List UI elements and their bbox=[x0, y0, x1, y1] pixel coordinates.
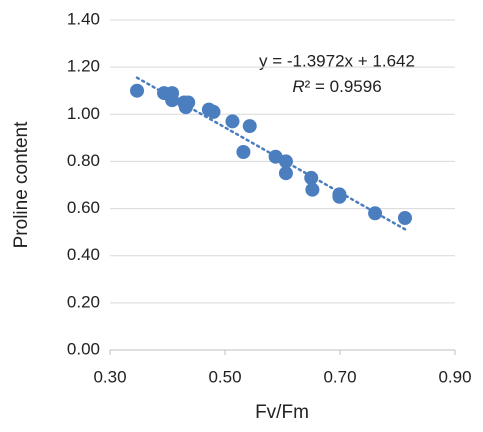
data-point bbox=[305, 182, 320, 197]
y-tick-label: 1.40 bbox=[67, 9, 100, 28]
r-symbol: R bbox=[292, 77, 304, 96]
y-tick-label: 0.40 bbox=[67, 245, 100, 264]
x-tick-label: 0.30 bbox=[93, 367, 126, 386]
data-point bbox=[242, 119, 257, 134]
y-axis-label: Proline content bbox=[11, 121, 32, 248]
trend-r-squared: R² = 0.9596 bbox=[292, 77, 381, 96]
x-tick-label: 0.50 bbox=[208, 367, 241, 386]
y-tick-label: 1.20 bbox=[67, 57, 100, 76]
data-point bbox=[178, 100, 193, 115]
x-tick-label: 0.70 bbox=[323, 367, 356, 386]
y-tick-label: 0.20 bbox=[67, 292, 100, 311]
data-point bbox=[397, 211, 412, 225]
data-point bbox=[130, 83, 145, 98]
data-point bbox=[165, 93, 180, 108]
data-point bbox=[278, 166, 293, 181]
x-axis-label: Fv/Fm bbox=[255, 402, 309, 423]
data-point bbox=[236, 145, 251, 159]
trend-equation: y = -1.3972x + 1.642 bbox=[259, 51, 415, 70]
y-tick-label: 1.00 bbox=[67, 104, 100, 123]
data-point bbox=[332, 189, 347, 204]
data-point bbox=[368, 206, 383, 221]
data-point bbox=[304, 170, 319, 185]
y-tick-label: 0.60 bbox=[67, 198, 100, 217]
y-tick-label: 0.00 bbox=[67, 339, 100, 358]
r-value: ² = 0.9596 bbox=[305, 77, 382, 96]
y-tick-label: 0.80 bbox=[67, 151, 100, 170]
data-point bbox=[225, 114, 240, 129]
data-point bbox=[278, 154, 293, 169]
x-tick-label: 0.90 bbox=[438, 367, 471, 386]
data-point bbox=[206, 104, 221, 119]
